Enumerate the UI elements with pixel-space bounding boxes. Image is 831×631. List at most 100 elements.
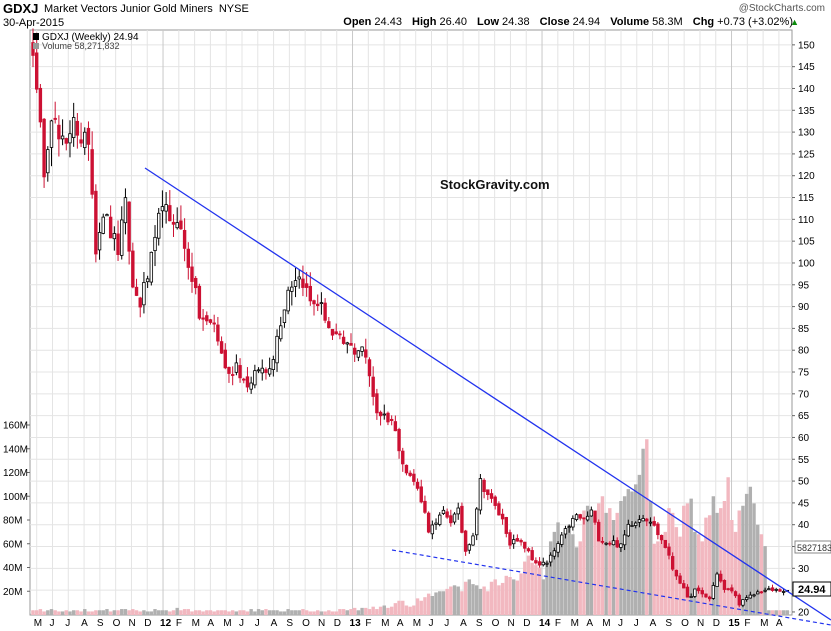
candle-body (419, 486, 423, 503)
candle-body (497, 503, 501, 516)
time-tick-label: S (286, 618, 293, 629)
volume-tick-label: 160M (3, 421, 28, 432)
candle-body (64, 138, 68, 144)
candle-body (334, 331, 338, 335)
candle-body (175, 222, 179, 229)
candle-body (108, 216, 113, 239)
candle-body (752, 594, 756, 597)
candle-body (589, 509, 594, 517)
volume-bar (526, 555, 531, 615)
volume-bar (767, 610, 771, 615)
candle-body (548, 554, 553, 563)
price-tick-label: 75 (798, 368, 810, 379)
candle-body (415, 481, 420, 489)
volume-bar (34, 610, 39, 615)
volume-bar (730, 520, 734, 615)
candle-body (256, 369, 261, 372)
watermark: StockGravity.com (440, 177, 550, 192)
price-tick-label: 130 (798, 128, 815, 139)
volume-bar (282, 611, 287, 615)
candle-body (744, 597, 749, 601)
volume-axis: 20M 40M 60M 80M 100M 120M 140M 160M (3, 421, 30, 598)
volume-bar (597, 503, 601, 615)
candle-body (781, 591, 786, 593)
candle-body (467, 544, 472, 551)
candle-body (682, 583, 686, 589)
volume-bar (327, 610, 331, 615)
volume-bars (31, 439, 790, 615)
price-tick-label: 80 (798, 346, 810, 357)
price-tick-label: 20 (798, 607, 810, 618)
time-tick-label: M (34, 618, 42, 629)
volume-bar (86, 611, 91, 615)
volume-bar (475, 585, 479, 615)
candle-body (523, 541, 527, 549)
candle-body (567, 526, 571, 529)
volume-bar (663, 531, 667, 615)
candle-body (593, 510, 597, 523)
volume-bar (689, 498, 693, 615)
candle-body (693, 588, 697, 597)
volume-bar (785, 610, 790, 615)
candle-body (756, 591, 760, 595)
volume-bar (386, 607, 390, 615)
price-tick-label: 140 (798, 84, 815, 95)
volume-bar (656, 541, 660, 615)
price-tick-label: 85 (798, 324, 810, 335)
volume-bar (471, 584, 475, 615)
candle-body (71, 117, 76, 138)
volume-bar (71, 610, 76, 615)
volume-bar (441, 591, 446, 615)
volume-bar (682, 505, 686, 615)
low-label: Low (477, 16, 500, 28)
price-tick-label: 65 (798, 411, 810, 422)
candle-body (408, 472, 412, 476)
volume-bar (105, 609, 109, 615)
candle-body (500, 513, 505, 520)
candle-body (696, 587, 701, 592)
price-tick-label: 110 (798, 215, 814, 226)
time-tick-label: M (192, 618, 200, 629)
time-tick-label: N (128, 618, 135, 629)
candle-body (608, 542, 612, 545)
time-tick-label: N (507, 618, 514, 629)
candle-body (352, 347, 357, 355)
volume-bar (556, 522, 560, 615)
volume-bar (608, 508, 612, 615)
candle-body (101, 216, 105, 234)
candle-body (715, 573, 719, 587)
volume-bar (190, 611, 194, 615)
candle-body (293, 280, 298, 287)
volume-bar (741, 505, 745, 615)
candle-body (730, 587, 734, 592)
volume-bar (308, 611, 313, 615)
candle-body (138, 297, 142, 308)
candle-body (168, 205, 172, 222)
candle-body (504, 517, 508, 534)
volume-bar (275, 610, 279, 615)
candle-body (426, 512, 431, 533)
candle-body (626, 523, 631, 537)
candle-body (700, 590, 704, 595)
candle-body (127, 201, 131, 252)
candle-body (245, 376, 250, 388)
time-tick-label: A (271, 618, 278, 629)
candle-body (515, 538, 520, 542)
candle-body (134, 286, 139, 296)
candle-body (378, 411, 383, 417)
volume-bar (79, 611, 83, 615)
volume-bar (297, 610, 301, 615)
change-value: +0.73 (+3.02%) (717, 16, 793, 28)
volume-bar (371, 606, 375, 615)
time-tick-label: F (555, 618, 561, 629)
volume-bar (534, 565, 538, 615)
time-tick-label: F (744, 618, 750, 629)
candle-body (423, 500, 427, 513)
open-label: Open (343, 16, 372, 28)
volume-bar (419, 600, 423, 615)
volume-bar (585, 505, 590, 615)
volume-bar (242, 610, 246, 615)
time-tick-label: M (571, 618, 579, 629)
volume-bar (301, 609, 305, 615)
candle-body (438, 514, 442, 525)
